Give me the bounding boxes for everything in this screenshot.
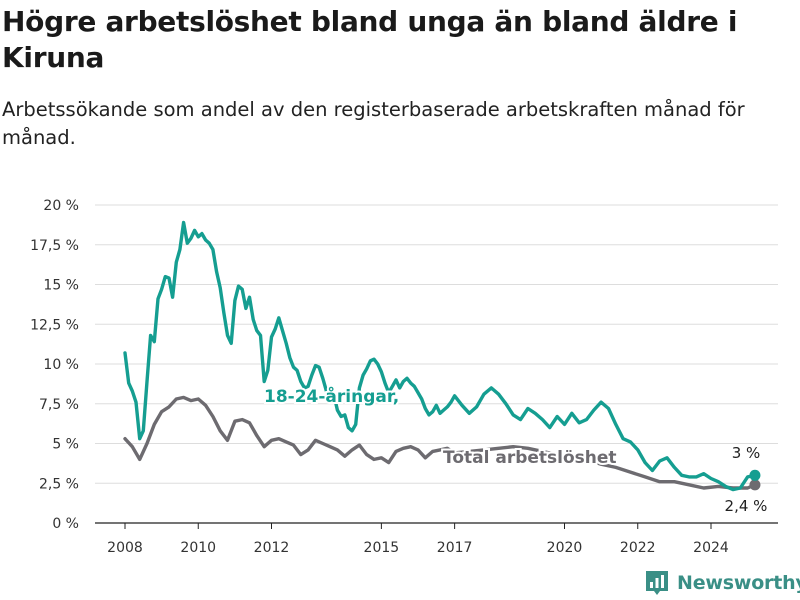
y-tick-label: 17,5 % <box>30 238 79 254</box>
y-tick-label: 15 % <box>43 278 79 294</box>
end-label-total: 2,4 % <box>725 497 768 515</box>
y-tick-label: 2,5 % <box>39 476 79 492</box>
chart-title: Högre arbetslöshet bland unga än bland ä… <box>2 5 738 74</box>
y-tick-label: 12,5 % <box>30 317 79 333</box>
grid-lines <box>95 204 778 484</box>
series-labels: 18-24-åringar, Total arbetslöshet 3 % 2,4 % <box>262 383 768 515</box>
x-tick-label: 2020 <box>547 540 583 556</box>
x-tick-label: 2022 <box>620 540 656 556</box>
x-tick-label: 2010 <box>180 540 216 556</box>
newsworthy-logo: Newsworthy <box>644 569 800 597</box>
brand-name: Newsworthy <box>677 572 800 594</box>
x-tick-label: 2015 <box>364 540 400 556</box>
x-tick-label: 2012 <box>254 540 290 556</box>
end-point-total <box>749 479 761 491</box>
y-tick-label: 20 % <box>43 198 79 214</box>
end-point-youth <box>749 469 761 481</box>
series-lines <box>123 220 761 492</box>
y-tick-label: 7,5 % <box>39 397 79 413</box>
bar-chart-logo-icon <box>646 571 668 595</box>
x-tick-label: 2008 <box>107 540 143 556</box>
series-label-total: Total arbetslöshet <box>443 448 617 468</box>
chart-subtitle: Arbetssökande som andel av den registerb… <box>2 98 745 149</box>
end-label-youth: 3 % <box>732 444 761 462</box>
x-tick-label: 2024 <box>693 540 729 556</box>
series-line-total <box>123 395 757 490</box>
series-label-youth: 18-24-åringar, <box>264 385 399 407</box>
y-tick-label: 5 % <box>52 437 79 453</box>
x-tick-label: 2017 <box>437 540 473 556</box>
x-axis-ticks: 2008 2010 2012 2015 2017 2020 2022 2024 <box>107 523 729 556</box>
y-tick-label: 0 % <box>52 516 79 532</box>
y-axis-ticks: 0 % 2,5 % 5 % 7,5 % 10 % 12,5 % 15 % 17,5 % 20 % <box>30 198 79 532</box>
y-tick-label: 10 % <box>43 357 79 373</box>
series-line-youth <box>123 220 757 492</box>
